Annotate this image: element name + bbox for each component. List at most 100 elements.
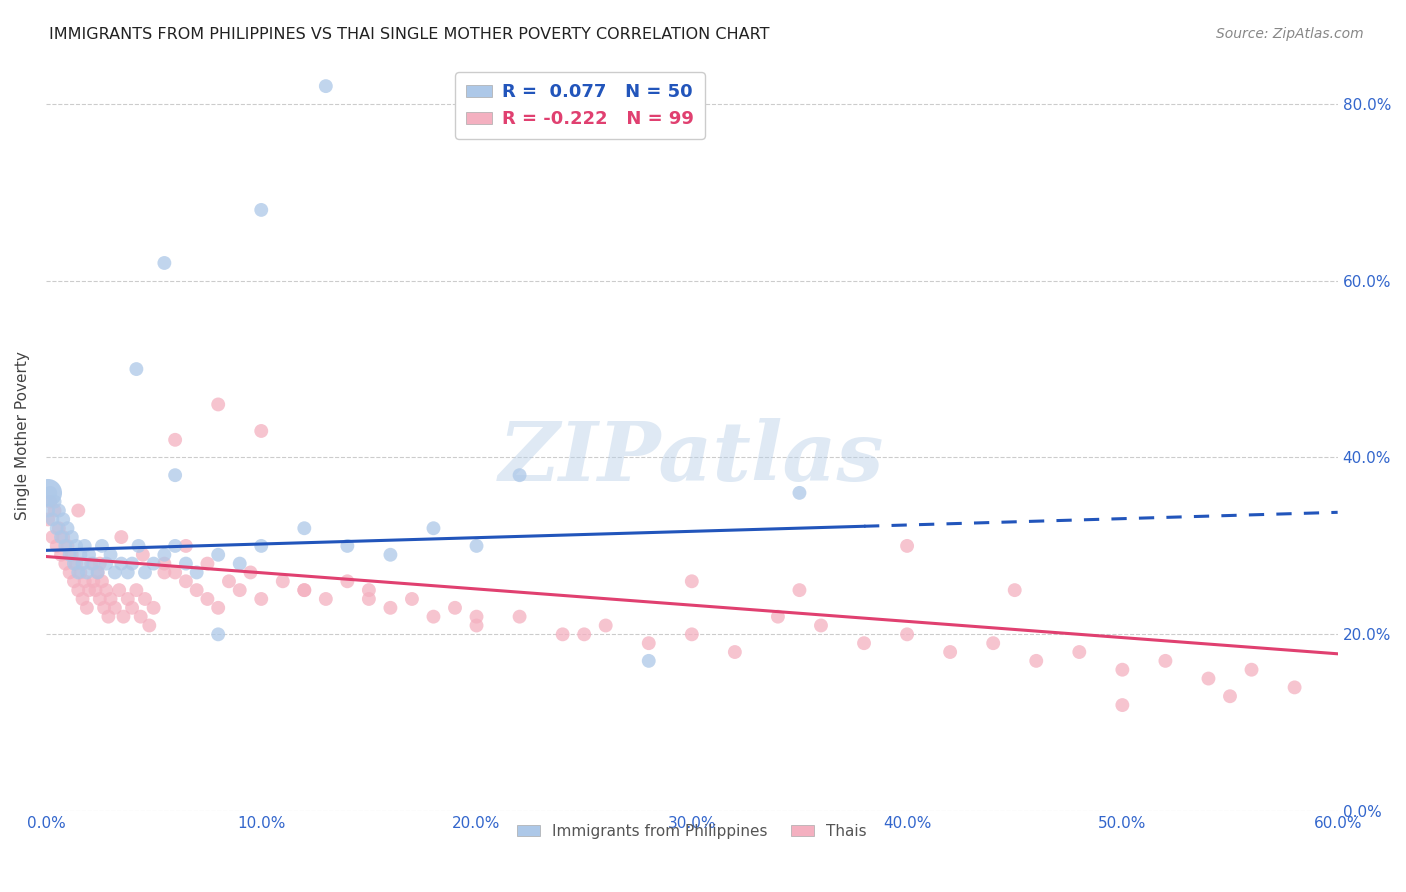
Point xyxy=(981,636,1004,650)
Point xyxy=(138,618,160,632)
Point xyxy=(336,574,359,589)
Point xyxy=(73,574,96,589)
Point xyxy=(117,591,139,606)
Point xyxy=(153,557,176,571)
Point xyxy=(637,636,659,650)
Point xyxy=(39,486,62,500)
Point xyxy=(93,600,115,615)
Point xyxy=(48,503,70,517)
Point xyxy=(67,583,90,598)
Point xyxy=(41,530,63,544)
Point xyxy=(509,609,531,624)
Point xyxy=(73,539,96,553)
Point xyxy=(186,566,208,580)
Point xyxy=(112,609,135,624)
Point xyxy=(117,566,139,580)
Point xyxy=(681,627,703,641)
Point xyxy=(108,583,131,598)
Point xyxy=(250,202,273,217)
Point xyxy=(134,591,156,606)
Point xyxy=(292,583,315,598)
Text: ZIPatlas: ZIPatlas xyxy=(499,418,884,498)
Point xyxy=(84,583,107,598)
Point xyxy=(121,557,143,571)
Point xyxy=(1111,663,1133,677)
Point xyxy=(1240,663,1263,677)
Point xyxy=(91,574,114,589)
Point xyxy=(96,557,118,571)
Point xyxy=(207,627,229,641)
Point xyxy=(380,600,402,615)
Point xyxy=(82,557,104,571)
Point xyxy=(681,574,703,589)
Point xyxy=(789,583,811,598)
Point xyxy=(77,548,100,562)
Point xyxy=(77,583,100,598)
Point xyxy=(52,512,75,526)
Point xyxy=(174,574,197,589)
Text: IMMIGRANTS FROM PHILIPPINES VS THAI SINGLE MOTHER POVERTY CORRELATION CHART: IMMIGRANTS FROM PHILIPPINES VS THAI SING… xyxy=(49,27,769,42)
Y-axis label: Single Mother Poverty: Single Mother Poverty xyxy=(15,351,30,520)
Point xyxy=(250,591,273,606)
Point xyxy=(39,494,62,508)
Point xyxy=(82,574,104,589)
Point xyxy=(89,591,111,606)
Point xyxy=(315,591,337,606)
Point xyxy=(165,433,187,447)
Point xyxy=(125,583,148,598)
Point xyxy=(96,583,118,598)
Point xyxy=(595,618,617,632)
Point xyxy=(228,557,250,571)
Point xyxy=(65,557,87,571)
Point xyxy=(789,486,811,500)
Point xyxy=(766,609,789,624)
Point xyxy=(292,583,315,598)
Point xyxy=(89,557,111,571)
Point xyxy=(45,521,67,535)
Point xyxy=(49,548,72,562)
Point xyxy=(1154,654,1177,668)
Point xyxy=(56,539,79,553)
Point xyxy=(228,583,250,598)
Point xyxy=(65,539,87,553)
Point xyxy=(110,557,132,571)
Point xyxy=(53,539,76,553)
Point xyxy=(76,566,98,580)
Point xyxy=(37,486,59,500)
Point xyxy=(60,548,83,562)
Point xyxy=(207,600,229,615)
Point xyxy=(174,539,197,553)
Point xyxy=(53,557,76,571)
Point xyxy=(86,566,108,580)
Point xyxy=(37,512,59,526)
Point xyxy=(69,566,91,580)
Point xyxy=(121,600,143,615)
Point xyxy=(63,557,86,571)
Point xyxy=(207,397,229,411)
Point xyxy=(1004,583,1026,598)
Point xyxy=(465,609,488,624)
Point xyxy=(110,530,132,544)
Point xyxy=(52,530,75,544)
Point xyxy=(197,557,219,571)
Point xyxy=(250,424,273,438)
Point xyxy=(69,548,91,562)
Point xyxy=(104,600,127,615)
Point xyxy=(104,566,127,580)
Point xyxy=(165,539,187,553)
Point xyxy=(637,654,659,668)
Point xyxy=(142,600,165,615)
Point xyxy=(97,609,120,624)
Point xyxy=(49,530,72,544)
Point xyxy=(72,557,94,571)
Point xyxy=(572,627,595,641)
Point xyxy=(37,503,59,517)
Point xyxy=(1025,654,1047,668)
Point xyxy=(128,539,150,553)
Point xyxy=(59,548,82,562)
Point xyxy=(551,627,574,641)
Point xyxy=(100,591,122,606)
Point xyxy=(165,566,187,580)
Point xyxy=(271,574,294,589)
Point xyxy=(186,583,208,598)
